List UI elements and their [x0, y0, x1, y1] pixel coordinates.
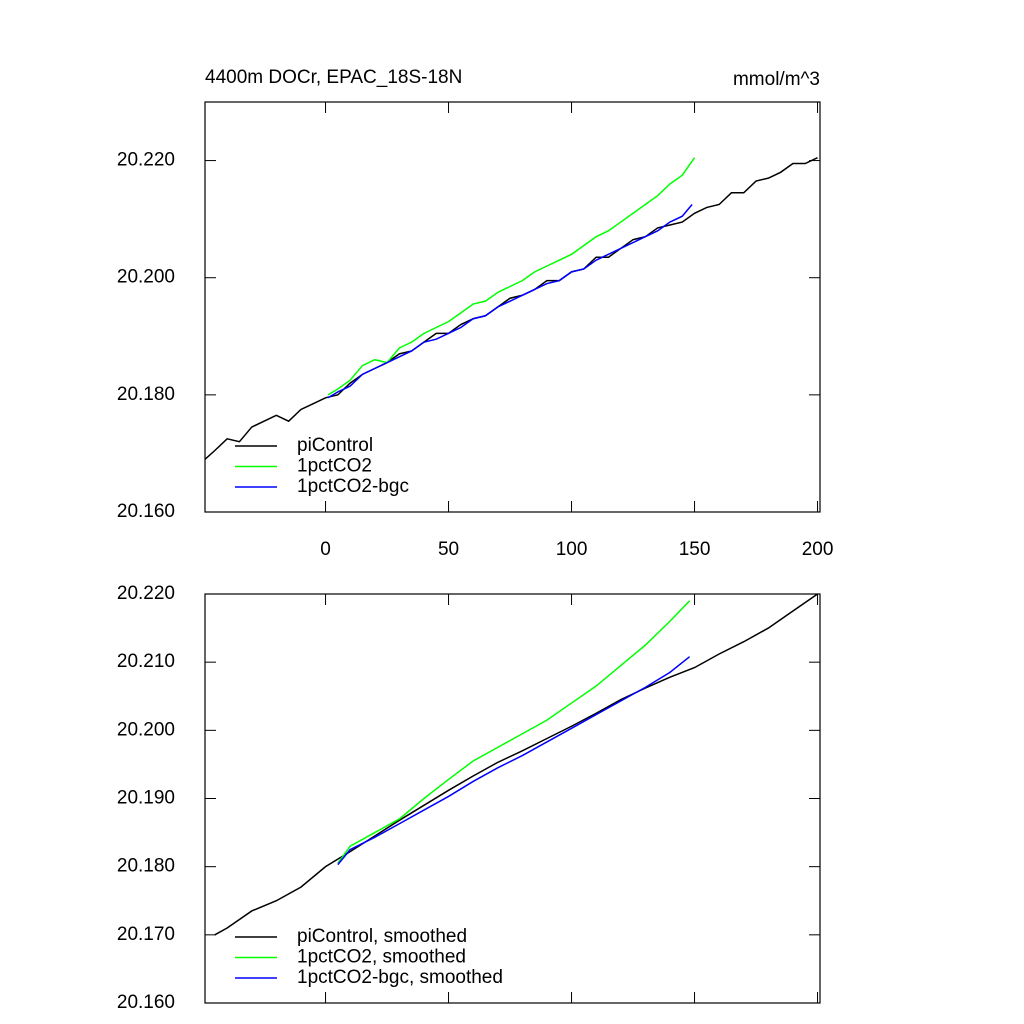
legend-label: 1pctCO2: [297, 456, 372, 477]
plot-frame: [204, 101, 821, 513]
x-tick-label: 50: [438, 539, 459, 560]
units-label: mmol/m^3: [733, 69, 820, 90]
legend-label: 1pctCO2, smoothed: [297, 947, 466, 968]
y-tick-label: 20.180: [117, 384, 175, 405]
series-line: [204, 156, 818, 460]
series-line: [214, 593, 818, 936]
series-line: [337, 656, 691, 866]
y-tick-label: 20.200: [117, 719, 175, 740]
y-tick-label: 20.220: [117, 583, 175, 604]
legend-label: piControl, smoothed: [297, 926, 467, 947]
legend-label: piControl: [297, 435, 373, 456]
y-tick-label: 20.180: [117, 856, 175, 877]
legend-label: 1pctCO2-bgc, smoothed: [297, 967, 503, 988]
x-tick-label: 200: [802, 539, 834, 560]
x-tick-label: 0: [320, 539, 331, 560]
y-tick-label: 20.200: [117, 267, 175, 288]
series-line: [337, 600, 691, 864]
chart-title: 4400m DOCr, EPAC_18S-18N: [205, 67, 462, 88]
y-tick-label: 20.210: [117, 651, 175, 672]
y-tick-label: 20.160: [117, 992, 175, 1013]
y-tick-label: 20.220: [117, 150, 175, 171]
y-tick-label: 20.170: [117, 924, 175, 945]
y-tick-label: 20.160: [117, 501, 175, 522]
y-tick-label: 20.190: [117, 788, 175, 809]
series-line: [327, 204, 693, 399]
x-tick-label: 150: [679, 539, 711, 560]
series-line: [327, 157, 696, 396]
legend-label: 1pctCO2-bgc: [297, 476, 409, 497]
x-tick-label: 100: [556, 539, 588, 560]
